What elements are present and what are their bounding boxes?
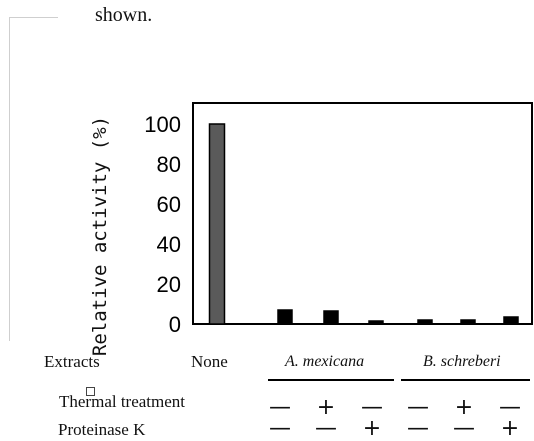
bar-1 [208,123,226,325]
bar-6 [460,319,476,325]
y-tick-label: 40 [157,232,181,257]
bar-3 [323,310,339,325]
thermal-sign-2: + [316,395,336,420]
proteinase-sign-2: — [315,416,337,441]
proteinase-sign-6: + [500,416,520,441]
bar-7 [503,316,519,325]
y-tick-label: 0 [169,312,181,337]
thermal-sign-4: — [407,395,429,420]
caption-fragment: shown. [95,4,153,26]
group-label-a-mexicana: A. mexicana [285,353,365,370]
plot-frame [192,102,533,325]
small-square-marker [86,387,95,396]
y-tick-label: 60 [157,192,181,217]
proteinase-sign-5: — [453,416,475,441]
y-tick-label: 100 [144,112,181,137]
proteinase-sign-3: + [362,416,382,441]
y-tick-label: 20 [157,272,181,297]
thermal-sign-5: + [454,395,474,420]
thermal-sign-3: — [361,395,383,420]
bar-4 [368,320,384,325]
proteinase-k-label: Proteinase K [58,420,146,439]
thermal-sign-1: — [269,395,291,420]
proteinase-sign-1: — [269,416,291,441]
bar-5 [417,319,433,325]
group-label-b-schreberi: B. schreberi [423,353,501,370]
y-tick-label: 80 [157,152,181,177]
extracts-label: Extracts [44,352,100,371]
bar-2 [277,309,293,325]
thermal-sign-6: — [499,395,521,420]
thermal-treatment-label: Thermal treatment [59,392,186,411]
proteinase-sign-4: — [407,416,429,441]
none-label: None [191,352,228,371]
